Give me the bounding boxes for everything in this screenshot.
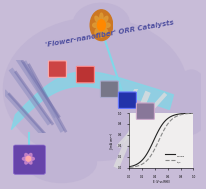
FancyBboxPatch shape (136, 103, 154, 119)
Text: 'Flower-nanofiber' ORR Catalysts: 'Flower-nanofiber' ORR Catalysts (45, 19, 174, 48)
Ellipse shape (173, 70, 206, 134)
FancyBboxPatch shape (48, 61, 66, 77)
FancyBboxPatch shape (100, 81, 118, 98)
FancyBboxPatch shape (76, 66, 94, 83)
Ellipse shape (3, 18, 186, 161)
FancyBboxPatch shape (118, 92, 136, 108)
FancyBboxPatch shape (13, 145, 45, 174)
Ellipse shape (73, 3, 129, 43)
Ellipse shape (26, 142, 96, 183)
Polygon shape (11, 72, 173, 129)
